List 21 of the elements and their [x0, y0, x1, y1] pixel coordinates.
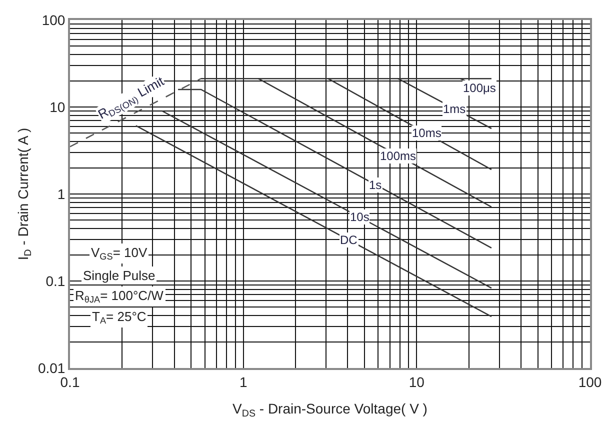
- series-label: 1ms: [443, 102, 466, 116]
- series-label: 100ms: [380, 149, 416, 163]
- annotation: V$_{GS}$= 10V: [91, 245, 148, 262]
- y-tick-label: 10: [50, 98, 66, 115]
- annotation: T$_{A}$= 25°C: [92, 309, 146, 326]
- y-tick-label: 0.01: [38, 360, 66, 376]
- x-tick-label: 10: [408, 374, 425, 390]
- series-label: 1s: [369, 178, 382, 192]
- x-axis-title: V$_{DS}$ - Drain-Source Voltage( V ): [232, 400, 428, 420]
- x-tick-label: 100: [578, 374, 602, 390]
- series-label: 10ms: [412, 126, 442, 140]
- x-tick-label: 1: [239, 374, 248, 390]
- y-tick-label: 1: [57, 186, 66, 202]
- series-label: 10s: [350, 210, 370, 224]
- y-tick-label: 0.1: [46, 272, 66, 289]
- y-tick-label: 100: [42, 12, 66, 28]
- annotation: Single Pulse: [83, 268, 156, 283]
- series-label: 100μs: [463, 81, 496, 95]
- series-label: DC: [340, 233, 358, 247]
- annotation: R$_{θJA}$= 100°C/W: [75, 288, 164, 305]
- x-tick-label: 0.1: [60, 374, 80, 390]
